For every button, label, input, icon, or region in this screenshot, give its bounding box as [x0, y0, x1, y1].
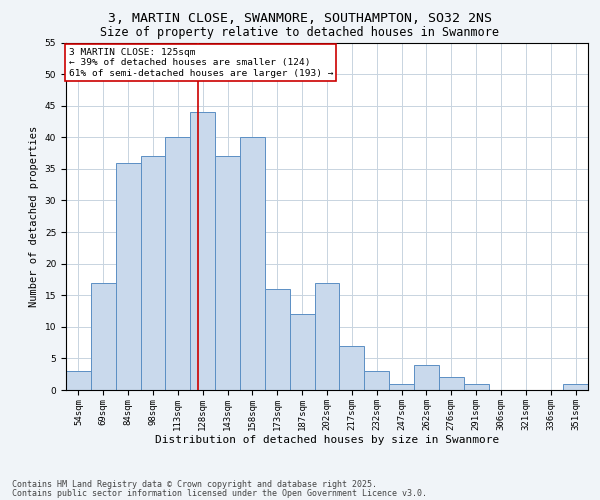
Bar [364, 371, 389, 390]
Bar [290, 314, 314, 390]
Bar [215, 156, 240, 390]
Bar [314, 282, 340, 390]
Bar [166, 138, 190, 390]
Text: 3, MARTIN CLOSE, SWANMORE, SOUTHAMPTON, SO32 2NS: 3, MARTIN CLOSE, SWANMORE, SOUTHAMPTON, … [108, 12, 492, 26]
Bar [414, 364, 439, 390]
Bar [91, 282, 116, 390]
Text: Contains public sector information licensed under the Open Government Licence v3: Contains public sector information licen… [12, 488, 427, 498]
Bar [66, 371, 91, 390]
Y-axis label: Number of detached properties: Number of detached properties [29, 126, 39, 307]
Bar [240, 138, 265, 390]
Bar [140, 156, 166, 390]
Text: Contains HM Land Registry data © Crown copyright and database right 2025.: Contains HM Land Registry data © Crown c… [12, 480, 377, 489]
Bar [190, 112, 215, 390]
Bar [464, 384, 488, 390]
Bar [563, 384, 588, 390]
Bar [389, 384, 414, 390]
Text: Size of property relative to detached houses in Swanmore: Size of property relative to detached ho… [101, 26, 499, 39]
Text: 3 MARTIN CLOSE: 125sqm
← 39% of detached houses are smaller (124)
61% of semi-de: 3 MARTIN CLOSE: 125sqm ← 39% of detached… [68, 48, 333, 78]
Bar [265, 289, 290, 390]
Bar [116, 162, 140, 390]
Bar [439, 378, 464, 390]
Bar [340, 346, 364, 390]
X-axis label: Distribution of detached houses by size in Swanmore: Distribution of detached houses by size … [155, 436, 499, 446]
